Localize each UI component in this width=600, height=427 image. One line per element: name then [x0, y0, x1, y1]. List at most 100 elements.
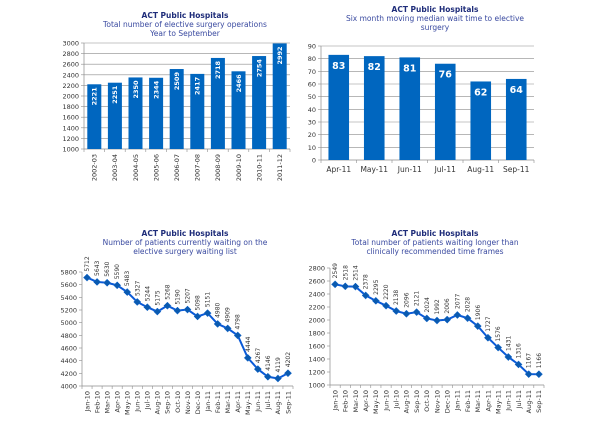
y-tick-label: 2400: [308, 291, 325, 299]
data-point-marker: [494, 343, 503, 352]
y-tick-label: 3000: [62, 40, 79, 48]
data-label: 2077: [454, 294, 461, 309]
data-point-marker: [273, 374, 282, 383]
data-point-marker: [412, 308, 421, 317]
data-point-marker: [284, 369, 292, 378]
data-label: 4909: [225, 307, 232, 322]
data-label: 5712: [84, 256, 91, 271]
x-tick-label: Feb-11: [464, 390, 472, 412]
y-tick-label: 50: [308, 93, 316, 101]
y-tick-label: 1600: [62, 114, 79, 122]
y-tick-label: 1400: [308, 356, 325, 364]
chart2-title-block: ACT Public Hospitals Six month moving me…: [335, 5, 535, 32]
y-tick-label: 1600: [308, 343, 325, 351]
chart1-title: ACT Public Hospitals: [141, 11, 229, 20]
x-tick-label: Mar-11: [474, 390, 482, 412]
x-tick-label: Aug-10: [154, 391, 162, 414]
data-label: 1992: [434, 299, 441, 314]
data-point-marker: [433, 316, 441, 325]
data-point-marker: [243, 353, 252, 362]
bar: [252, 56, 267, 150]
data-label: 1576: [495, 326, 502, 341]
data-label: 2992: [276, 46, 284, 64]
data-label: 5643: [94, 260, 101, 275]
x-tick-label: 2002-03: [91, 154, 99, 181]
data-point-marker: [203, 309, 212, 318]
chart1-title-block: ACT Public Hospitals Total number of ele…: [80, 11, 290, 38]
y-tick-label: 2600: [62, 61, 79, 69]
x-tick-label: 2008-09: [214, 154, 222, 181]
data-point-marker: [443, 315, 452, 324]
y-tick-label: 5000: [60, 319, 77, 327]
data-label: 64: [510, 85, 524, 96]
data-label: 5175: [154, 290, 161, 305]
x-tick-label: Jul-11: [515, 390, 523, 409]
x-tick-label: Dec-10: [443, 390, 451, 413]
data-point-marker: [422, 314, 431, 323]
data-point-marker: [514, 360, 523, 369]
x-tick-label: May-11: [360, 165, 388, 174]
data-point-marker: [233, 331, 242, 340]
data-label: 2220: [383, 284, 390, 299]
y-tick-label: 20: [308, 131, 316, 139]
x-tick-label: Jul-11: [434, 165, 457, 174]
x-tick-label: 2006-07: [173, 154, 181, 181]
x-tick-label: Apr-11: [326, 165, 351, 174]
data-label: 1906: [475, 305, 482, 320]
data-label: 2121: [414, 291, 421, 306]
bar: [470, 81, 492, 160]
data-label: 5630: [104, 261, 111, 276]
data-label: 62: [474, 87, 487, 98]
x-tick-label: Sep-10: [413, 390, 421, 413]
x-tick-label: Sep-11: [284, 391, 292, 414]
x-tick-label: Aug-10: [403, 390, 411, 413]
y-tick-label: 5400: [60, 294, 77, 302]
x-tick-label: 2005-06: [152, 154, 160, 181]
y-tick-label: 2800: [308, 265, 325, 273]
y-tick-label: 10: [308, 144, 316, 152]
data-label: 82: [368, 62, 381, 73]
x-tick-label: Dec-10: [194, 391, 202, 414]
chart1-subtitle-line2: Year to September: [150, 29, 220, 38]
data-point-marker: [183, 305, 192, 314]
data-label: 4146: [265, 355, 272, 370]
data-point-marker: [213, 319, 222, 328]
data-label: 4119: [275, 357, 282, 372]
data-point-marker: [402, 309, 411, 318]
data-point-marker: [392, 307, 401, 315]
data-label: 5244: [144, 286, 151, 301]
bar: [328, 54, 350, 160]
x-tick-label: May-10: [372, 390, 380, 414]
x-tick-label: Jun-10: [134, 391, 142, 413]
data-point-marker: [524, 370, 533, 379]
data-label: 2754: [255, 59, 263, 78]
x-tick-label: Jan-11: [454, 390, 462, 412]
x-tick-label: Nov-10: [433, 390, 441, 413]
x-tick-label: Oct-10: [174, 391, 182, 413]
data-label: 2509: [173, 72, 181, 91]
x-tick-label: Feb-11: [214, 391, 222, 413]
y-tick-label: 2000: [308, 317, 325, 325]
y-tick-label: 5200: [60, 307, 77, 315]
data-label: 83: [332, 61, 345, 72]
data-label: 81: [403, 63, 416, 74]
bar: [87, 84, 102, 149]
x-tick-label: 2007-08: [194, 154, 202, 181]
x-tick-label: Jun-11: [397, 165, 422, 174]
x-tick-label: Jun-11: [505, 390, 513, 412]
data-label: 2344: [152, 80, 160, 99]
data-label: 5098: [195, 295, 202, 310]
data-label: 4798: [235, 314, 242, 329]
data-label: 2518: [342, 265, 349, 280]
data-label: 1316: [516, 343, 523, 358]
data-point-marker: [93, 277, 102, 286]
bar: [505, 78, 527, 160]
data-point-marker: [371, 296, 380, 305]
chart2-subtitle-line1: Six month moving median wait time to ele…: [345, 14, 525, 23]
bar: [210, 57, 225, 149]
x-tick-label: Feb-10: [93, 391, 101, 413]
y-tick-label: 5800: [60, 269, 77, 277]
y-tick-label: 2200: [308, 304, 325, 312]
x-tick-label: Mar-11: [224, 391, 232, 413]
